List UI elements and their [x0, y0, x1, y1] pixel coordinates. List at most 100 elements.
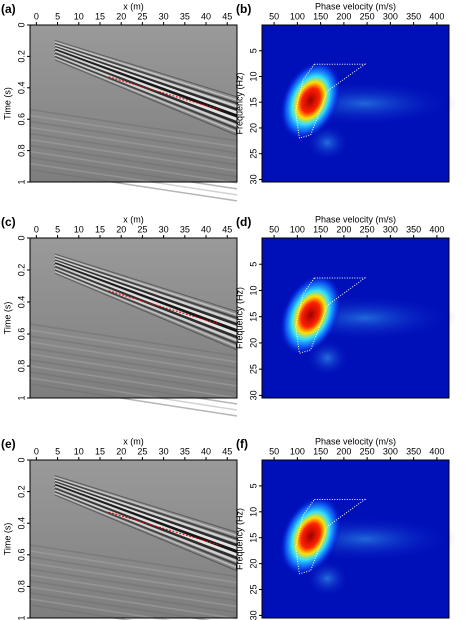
x-tick-label: 10 — [74, 446, 84, 456]
background-ripple — [29, 335, 238, 369]
x-axis-label: x (m) — [123, 214, 144, 224]
x-tick-label: 40 — [201, 11, 211, 21]
wavefront-stripe — [54, 489, 238, 563]
x-tick-label: 100 — [290, 224, 305, 234]
y-tick-label: 0.8 — [16, 360, 26, 373]
wavefront-stripe — [54, 256, 238, 319]
background-ripple — [29, 168, 238, 202]
y-tick-label: 1 — [16, 395, 26, 400]
x-tick-label: 25 — [137, 446, 147, 456]
y-tick-label: 0.8 — [16, 580, 26, 593]
x-tick-label: 300 — [383, 11, 398, 21]
x-tick-label: 50 — [269, 446, 279, 456]
y-axis-label: Time (s) — [2, 87, 12, 120]
wavefront-stripe — [54, 254, 238, 316]
x-tick-label: 200 — [336, 11, 351, 21]
wavefront-stripe — [54, 478, 238, 540]
x-tick-label: 40 — [201, 224, 211, 234]
wavefront-stripe — [54, 485, 238, 557]
wavefront-stripe — [54, 44, 238, 108]
background-ripple — [29, 568, 238, 602]
x-tick-label: 250 — [360, 446, 375, 456]
y-tick-label: 30 — [248, 390, 258, 400]
y-tick-label: 0.2 — [16, 485, 26, 498]
picked-arrival — [108, 76, 221, 111]
x-axis-label: Phase velocity (m/s) — [315, 214, 396, 224]
y-tick-label: 0 — [16, 457, 26, 462]
wavefront-stripe — [54, 262, 238, 333]
wavefront-stripe — [54, 253, 238, 313]
y-tick-label: 5 — [248, 262, 258, 267]
x-tick-label: 15 — [95, 11, 105, 21]
wavefront-stripe — [54, 270, 238, 348]
x-tick-label: 350 — [406, 224, 421, 234]
x-axis-label: x (m) — [123, 1, 144, 11]
panel: (f) Phase velocity (m/s) Frequency (Hz) 50 1… — [234, 436, 450, 620]
x-tick-label: 45 — [222, 11, 232, 21]
y-tick-label: 20 — [248, 559, 258, 569]
x-tick-label: 20 — [116, 11, 126, 21]
background-ripple — [29, 150, 238, 184]
wavefront-stripe — [54, 59, 238, 136]
wavefront-stripe — [54, 47, 238, 115]
background-ripple — [29, 144, 238, 178]
wavefront-stripe — [54, 272, 238, 351]
x-tick-label: 0 — [34, 11, 39, 21]
spectrum-peak — [279, 273, 342, 356]
x-tick-label: 25 — [137, 11, 147, 21]
background-ripple — [29, 156, 238, 190]
x-tick-label: 5 — [55, 11, 60, 21]
wavefront-stripe — [54, 490, 238, 566]
wavefront-stripe — [54, 42, 238, 105]
y-axis-label: Frequency (Hz) — [234, 72, 244, 134]
x-tick-label: 100 — [290, 11, 305, 21]
x-tick-label: 20 — [116, 446, 126, 456]
x-tick-label: 45 — [222, 446, 232, 456]
background-ripple — [29, 132, 238, 166]
x-tick-label: 25 — [137, 224, 147, 234]
panel-label: (e) — [1, 437, 16, 451]
y-tick-label: 25 — [248, 149, 258, 159]
background-ripple — [29, 162, 238, 196]
background-ripple — [29, 114, 238, 148]
y-tick-label: 10 — [248, 285, 258, 295]
x-tick-label: 50 — [269, 11, 279, 21]
wavefront-stripe — [54, 482, 238, 550]
y-tick-label: 15 — [248, 97, 258, 107]
x-tick-label: 300 — [383, 446, 398, 456]
picked-arrival — [108, 290, 221, 325]
x-axis-label: Phase velocity (m/s) — [315, 1, 396, 11]
spectrum-peak — [279, 60, 342, 141]
x-tick-label: 150 — [313, 224, 328, 234]
y-axis-label: Time (s) — [2, 302, 12, 335]
wavefront-stripe — [54, 480, 238, 547]
background-ripple — [29, 108, 238, 142]
x-tick-label: 30 — [159, 224, 169, 234]
y-tick-label: 5 — [248, 483, 258, 488]
background-ripple — [29, 138, 238, 172]
y-tick-label: 25 — [248, 585, 258, 595]
x-tick-label: 200 — [336, 446, 351, 456]
panel: (d) Phase velocity (m/s) Frequency (Hz) 50 1… — [234, 214, 450, 400]
x-tick-label: 250 — [360, 224, 375, 234]
x-axis-label: x (m) — [123, 436, 144, 446]
wavefront-stripe — [54, 269, 238, 345]
background-ripple — [29, 556, 238, 590]
y-tick-label: 30 — [248, 174, 258, 184]
x-axis-label: Phase velocity (m/s) — [315, 436, 396, 446]
y-tick-label: 30 — [248, 610, 258, 620]
y-tick-label: 0.2 — [16, 50, 26, 63]
wavefront-stripe — [54, 267, 238, 342]
panel-label: (b) — [236, 2, 251, 16]
wavefront-stripe — [54, 259, 238, 326]
x-tick-label: 5 — [55, 224, 60, 234]
wavefront-stripe — [54, 45, 238, 111]
wavefront-stripe — [54, 41, 238, 101]
y-tick-label: 25 — [248, 364, 258, 374]
y-tick-label: 20 — [248, 123, 258, 133]
background-ripple — [29, 347, 238, 381]
x-tick-label: 10 — [74, 224, 84, 234]
wavefront-stripe — [54, 476, 238, 537]
x-tick-label: 20 — [116, 224, 126, 234]
x-tick-label: 350 — [406, 11, 421, 21]
